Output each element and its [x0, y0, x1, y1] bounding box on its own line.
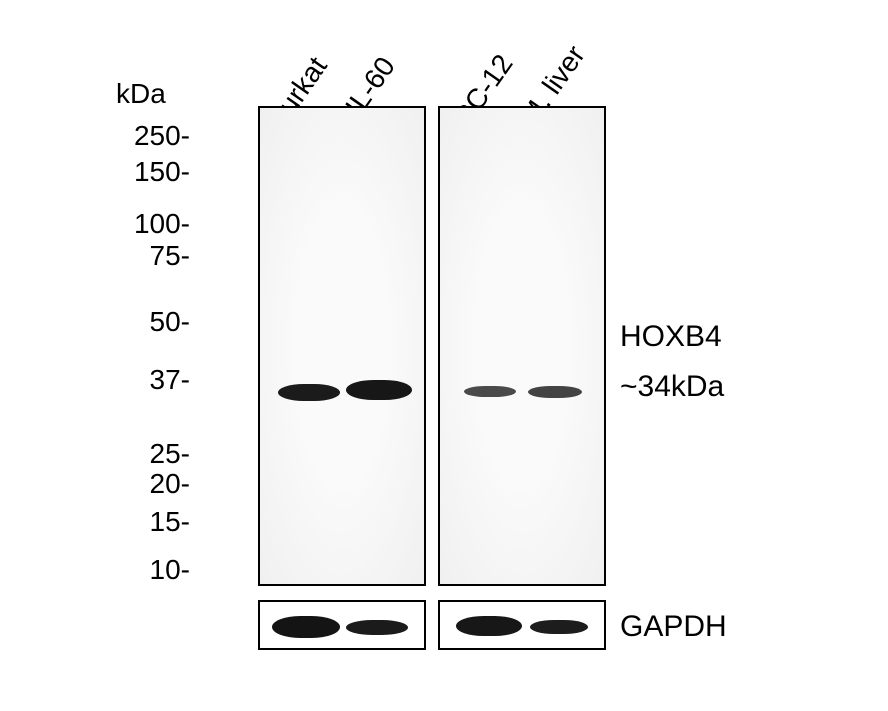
gapdh-panel-left	[258, 600, 426, 650]
mw-25: 25-	[150, 438, 190, 470]
blot-bg-left	[260, 108, 424, 584]
mw-ladder-column: 250- 150- 100- 75- 50- 37- 25- 20- 15- 1…	[60, 106, 190, 576]
mw-100: 100-	[134, 208, 190, 240]
mw-20: 20-	[150, 468, 190, 500]
gapdh-label: GAPDH	[620, 610, 727, 644]
target-label-hoxb4: HOXB4	[620, 320, 722, 354]
blot-bg-right	[440, 108, 604, 584]
blot-panel-right	[438, 106, 606, 586]
band-hl60-gapdh	[346, 620, 408, 635]
mw-10: 10-	[150, 554, 190, 586]
band-hl60-hoxb4	[346, 380, 412, 400]
mw-37: 37-	[150, 364, 190, 396]
band-pc12-hoxb4	[464, 386, 516, 397]
target-label-34kda: ~34kDa	[620, 370, 724, 404]
band-mliver-hoxb4	[528, 386, 582, 398]
band-jurkat-hoxb4	[278, 384, 340, 401]
gapdh-panel-right	[438, 600, 606, 650]
mw-250: 250-	[134, 120, 190, 152]
figure-container: kDa 250- 150- 100- 75- 50- 37- 25- 20- 1…	[60, 20, 840, 700]
mw-15: 15-	[150, 506, 190, 538]
mw-75: 75-	[150, 240, 190, 272]
band-mliver-gapdh	[530, 620, 588, 634]
mw-150: 150-	[134, 156, 190, 188]
band-pc12-gapdh	[456, 616, 522, 636]
blot-panel-left	[258, 106, 426, 586]
mw-50: 50-	[150, 306, 190, 338]
band-jurkat-gapdh	[272, 616, 340, 638]
